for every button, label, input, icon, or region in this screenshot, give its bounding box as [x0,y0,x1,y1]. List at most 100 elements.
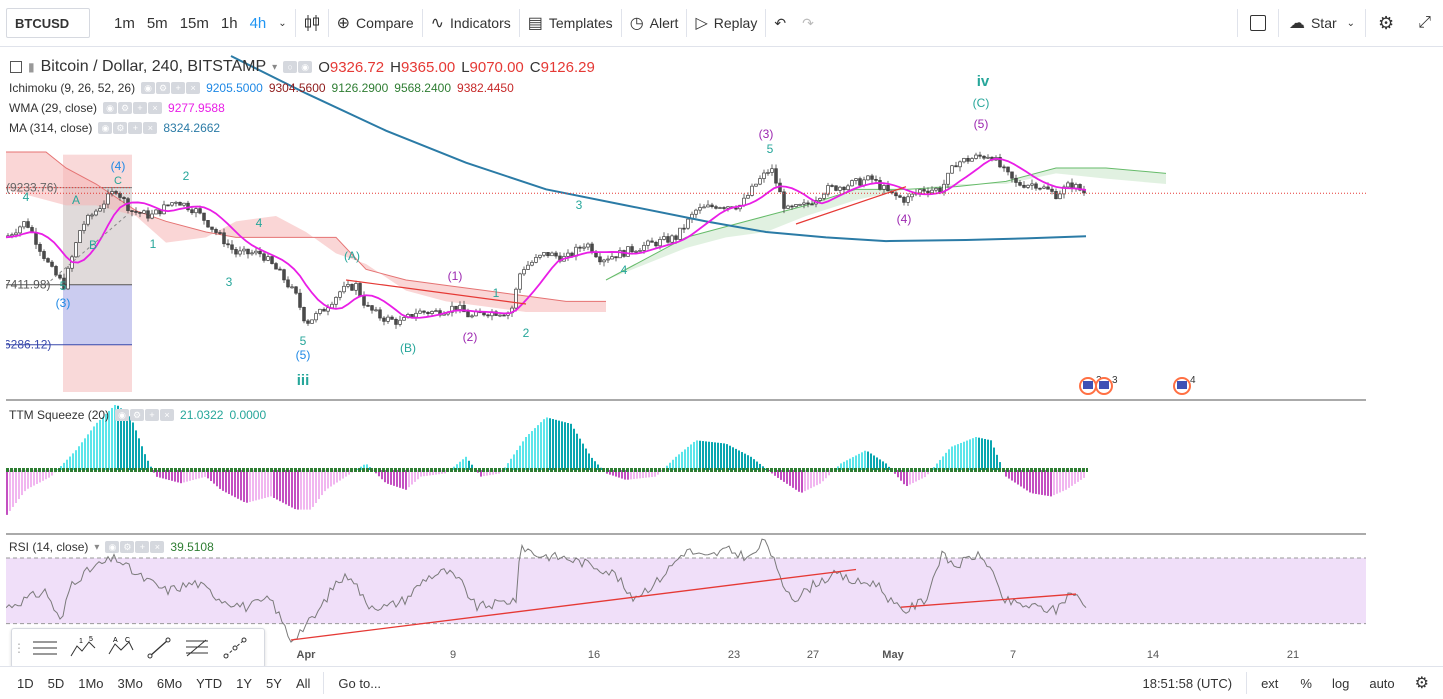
range-3mo[interactable]: 3Mo [117,675,143,691]
wave-label[interactable]: A [72,193,80,207]
interval-1h[interactable]: 1h [220,14,238,32]
measure-top-label[interactable]: (9233.76) [6,181,57,195]
rsi-line[interactable] [6,538,1087,643]
chart-canvas[interactable]: 1000.0000500.00000.0000-500.0000 80.0000… [6,46,1366,666]
wave-label[interactable]: 1 [150,237,157,251]
rsi-trend-line[interactable] [900,593,1077,608]
wave-label[interactable]: 5 [300,334,307,348]
wave-label[interactable]: C [114,175,122,187]
title-chevron-icon[interactable]: ▾ [272,61,278,73]
legend-buttons[interactable]: ◉ ⚙ + × [103,102,163,114]
wave-label[interactable]: (3) [759,127,774,141]
ext-toggle[interactable]: ext [1261,675,1279,691]
wave-label[interactable]: (5) [974,117,989,131]
symbol-search[interactable]: BTCUSD [6,8,90,38]
ttm-legend[interactable]: TTM Squeeze (20) ◉ ⚙ + × 21.0322 0.0000 [9,408,266,422]
compare-button[interactable]: ⊕ Compare [329,0,422,46]
legend-buttons[interactable]: ○ ◉ [283,61,313,73]
wma-29-line[interactable] [6,157,1087,319]
wave-label[interactable]: (1) [448,269,463,283]
redo-button[interactable]: ↷ [794,0,822,46]
wave-label[interactable]: 5 [767,142,774,156]
wave-label[interactable]: (3) [56,296,71,310]
wave-label[interactable]: (5) [296,348,311,362]
settings-button[interactable]: ⚙ [1366,0,1406,46]
wave-label[interactable]: (B) [400,341,416,355]
interval-15m[interactable]: 15m [179,14,209,32]
trend-line-tool[interactable] [140,629,178,667]
goto-button[interactable]: Go to... [338,675,382,691]
templates-button[interactable]: ▤ Templates [520,0,621,46]
wave-label[interactable]: 3 [576,198,583,212]
interval-4h[interactable]: 4h [249,14,267,32]
range-6mo[interactable]: 6Mo [156,675,183,691]
fullscreen-button[interactable]: ⤢ [1406,0,1443,46]
fullscreen-layout-button[interactable] [1238,0,1278,46]
star-button[interactable]: ☁ Star ⌄ [1279,0,1365,46]
range-1y[interactable]: 1Y [236,675,253,691]
collapse-legend-icon[interactable] [10,61,22,73]
rsi-legend[interactable]: RSI (14, close) ▾ ◉ ⚙ + × 39.5108 [9,540,214,554]
path-tool[interactable] [216,629,254,667]
wma-legend[interactable]: WMA (29, close) ◉ ⚙ + × 9277.9588 [9,101,225,115]
range-1d[interactable]: 1D [17,675,34,691]
wave-label[interactable]: (C) [973,96,990,110]
trend-line[interactable] [345,279,527,305]
range-5d[interactable]: 5D [47,675,65,691]
wave-label[interactable]: iii [297,372,310,389]
trend-line[interactable] [795,186,907,225]
indicators-button[interactable]: ∿ Indicators [423,0,519,46]
alert-button[interactable]: ◷ Alert [622,0,687,46]
wave-label[interactable]: 1 [493,286,500,300]
range-5y[interactable]: 5Y [266,675,282,691]
range-ytd[interactable]: YTD [196,675,223,691]
rsi-trend-line[interactable] [290,568,857,641]
wave-label[interactable]: B [89,238,97,252]
percent-toggle[interactable]: % [1300,675,1312,691]
chevron-down-icon[interactable]: ⌄ [278,17,287,29]
wave-label[interactable]: 4 [23,190,30,204]
wave-label[interactable]: 5 [60,279,67,293]
wave-label[interactable]: (2) [463,330,478,344]
legend-buttons[interactable]: ◉ ⚙ + × [105,541,165,553]
candle-body [522,269,526,275]
range-1mo[interactable]: 1Mo [78,675,104,691]
gear-icon[interactable]: ⚙ [1414,675,1429,692]
rsi-chevron-icon[interactable]: ▾ [94,541,100,553]
wave-label[interactable]: 4 [621,263,628,277]
candle-body [378,309,382,319]
interval-5m[interactable]: 5m [146,14,168,32]
legend-buttons[interactable]: ◉ ⚙ + × [141,82,201,94]
legend-buttons[interactable]: ◉ ⚙ + × [115,409,175,421]
series-options-icon[interactable]: ▮ [28,60,35,74]
log-toggle[interactable]: log [1331,675,1350,691]
replay-button[interactable]: ▷ Replay [687,0,765,46]
fib-tool[interactable] [178,629,216,667]
chart-container[interactable]: 1000.0000500.00000.0000-500.0000 80.0000… [6,46,1366,666]
wave-label[interactable]: 2 [183,169,190,183]
legend-buttons[interactable]: ◉ ⚙ + × [98,122,158,134]
ma-314-line[interactable] [230,55,1087,243]
wave-label[interactable]: (4) [897,212,912,226]
wave-label[interactable]: 2 [523,326,530,340]
ma-legend[interactable]: MA (314, close) ◉ ⚙ + × 8324.2662 [9,121,220,135]
measure-bot-label[interactable]: 6286.12) [6,338,51,352]
measure-mid-label[interactable]: 7411.98) [6,278,50,292]
horizontal-lines-tool[interactable] [26,629,64,667]
measure-zone-blue[interactable] [63,284,132,345]
undo-button[interactable]: ↶ [766,0,794,46]
drag-handle[interactable]: ⋮ [13,641,25,655]
candle-body [226,243,230,246]
wave-label[interactable]: 4 [256,216,263,230]
ichimoku-legend[interactable]: Ichimoku (9, 26, 52, 26) ◉ ⚙ + × 9205.5000 … [9,81,514,95]
range-all[interactable]: All [295,675,311,691]
wave-label[interactable]: (A) [344,249,360,263]
chart-type-button[interactable] [296,0,328,46]
wave-label[interactable]: iv [977,73,990,90]
wave-label[interactable]: (4) [111,159,126,173]
auto-toggle[interactable]: auto [1369,675,1395,691]
wave-label[interactable]: 3 [226,275,233,289]
interval-1m[interactable]: 1m [114,14,135,32]
